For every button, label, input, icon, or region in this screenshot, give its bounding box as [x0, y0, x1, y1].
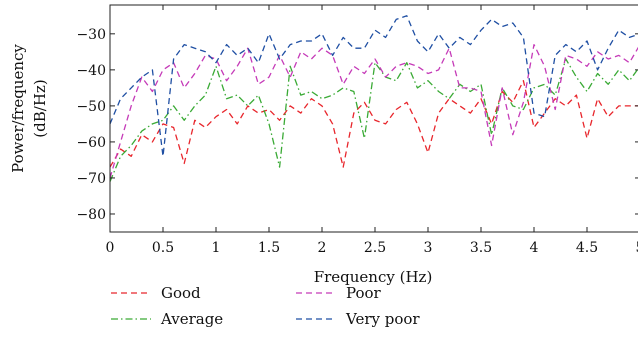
y-tick-label: −60	[76, 135, 106, 151]
x-tick-label: 5	[636, 240, 638, 256]
legend-label: Average	[160, 310, 223, 328]
x-tick-label: 1	[212, 240, 221, 256]
series-line-average	[109, 58, 638, 182]
series-line-very-poor	[109, 15, 638, 157]
x-axis-label: Frequency (Hz)	[314, 268, 433, 286]
axes: 0 0.5 1 1.5 2 2.5 3 3.5 4 4.5 5 −80 −70 −60 −50 −40 −30	[76, 4, 638, 256]
x-tick-label: 4	[530, 240, 539, 256]
y-axis-label-line: Power/frequency	[9, 44, 27, 173]
x-tick-label: 3	[424, 240, 433, 256]
legend-label: Good	[161, 284, 201, 302]
x-tick-label: 4.5	[576, 240, 598, 256]
y-tick-label: −80	[76, 207, 106, 223]
y-axis-label: Power/frequency (dB/Hz)	[9, 44, 49, 173]
x-tick-label: 3.5	[470, 240, 492, 256]
series-line-good	[109, 80, 638, 168]
x-tick-label: 1.5	[258, 240, 280, 256]
legend-label: Poor	[346, 284, 382, 302]
x-tick-label: 0.5	[152, 240, 174, 256]
legend: Good Average Poor Very poor	[111, 284, 420, 328]
y-tick-label: −30	[76, 27, 106, 43]
x-tick-label: 2.5	[364, 240, 386, 256]
y-tick-label: −40	[76, 63, 106, 79]
x-tick-label: 2	[318, 240, 327, 256]
plot-frame	[109, 4, 638, 233]
legend-label: Very poor	[345, 310, 420, 328]
y-tick-label: −50	[76, 99, 106, 115]
series-line-poor	[109, 43, 638, 179]
series-layer	[109, 15, 638, 182]
y-tick-label: −70	[76, 171, 106, 187]
x-tick-label: 0	[106, 240, 115, 256]
y-axis-label-line: (dB/Hz)	[31, 79, 49, 137]
